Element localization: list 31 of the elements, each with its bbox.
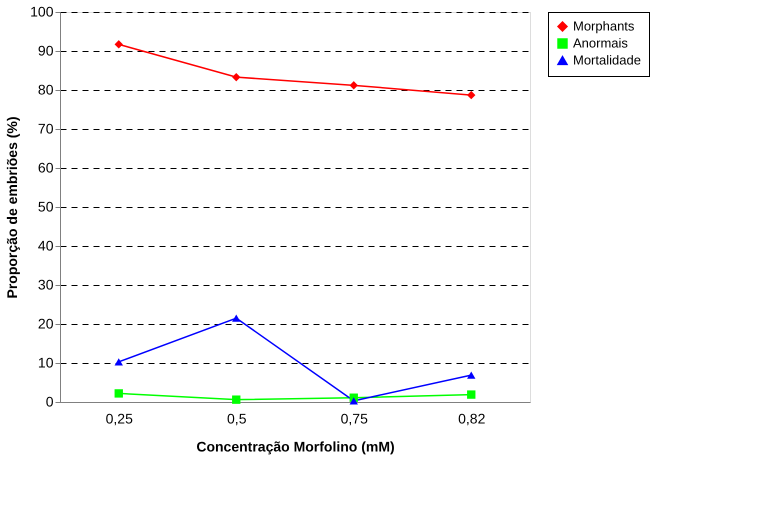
point: [114, 40, 123, 49]
y-tick-label: 40: [38, 238, 54, 254]
point: [232, 314, 240, 322]
point: [232, 72, 240, 82]
x-tick-label: 0,82: [458, 410, 486, 426]
point: [467, 390, 476, 399]
point: [467, 90, 476, 100]
y-tick-label: 70: [38, 120, 54, 136]
y-tick-label: 60: [38, 160, 54, 176]
y-tick-label: 20: [38, 316, 54, 332]
x-axis-title: Concentração Morfolino (mM): [196, 438, 395, 454]
x-tick-label: 0,75: [340, 410, 368, 426]
y-tick-label: 90: [38, 42, 54, 58]
point: [114, 358, 123, 366]
y-axis-title: Proporção de embriões (%): [4, 116, 20, 299]
y-tick-label: 30: [38, 276, 54, 292]
x-tick-label: 0,5: [227, 410, 247, 426]
legend-label: Morphants: [573, 18, 635, 34]
legend-label: Mortalidade: [573, 52, 641, 68]
y-tick-label: 10: [38, 354, 54, 370]
legend-label: Anormais: [573, 36, 628, 50]
point: [114, 389, 123, 398]
x-tick-label: 0,25: [106, 410, 134, 426]
y-tick-label: 80: [38, 82, 54, 98]
point: [232, 395, 240, 404]
y-tick-label: 0: [46, 394, 54, 410]
y-tick-label: 100: [30, 4, 54, 20]
point: [350, 397, 358, 404]
point: [467, 371, 476, 379]
point: [350, 81, 358, 90]
y-tick-label: 50: [38, 198, 54, 214]
